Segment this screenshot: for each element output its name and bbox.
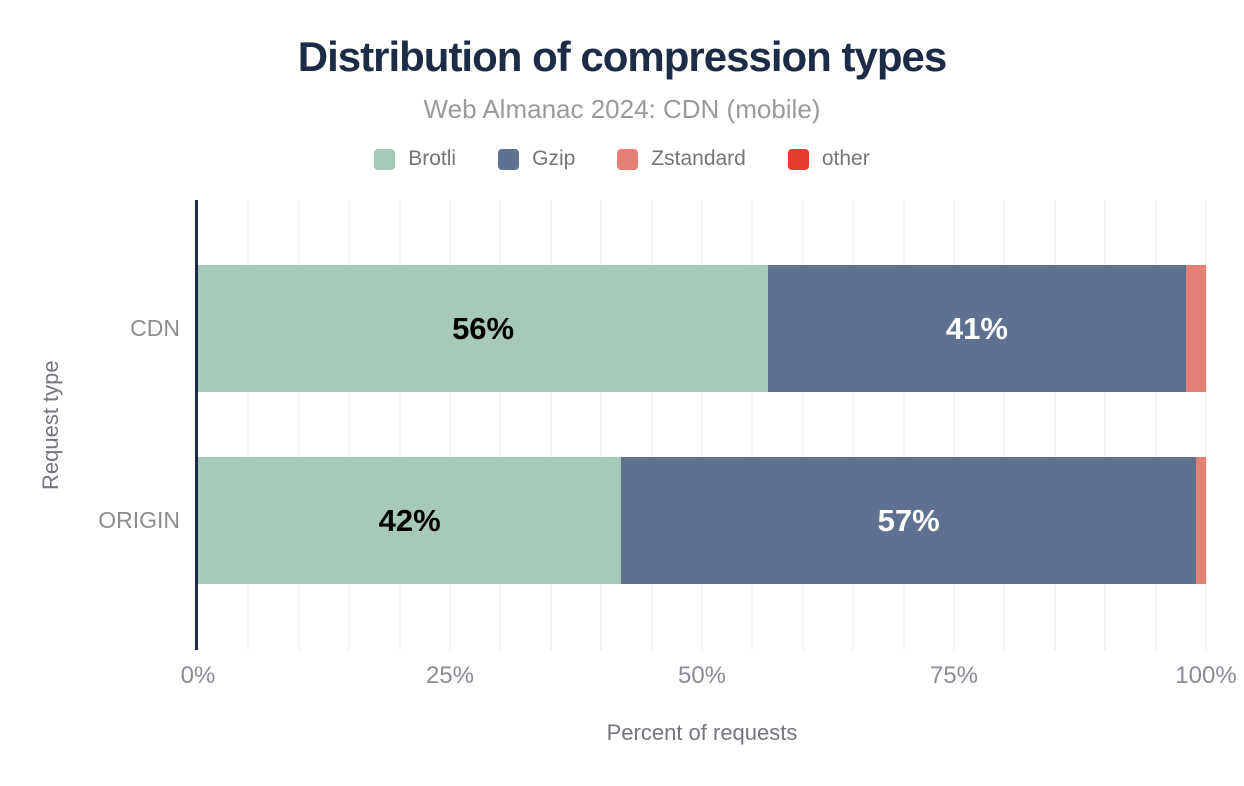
legend-label: Gzip [532, 147, 576, 170]
gridline [1154, 200, 1157, 650]
y-axis-line [195, 200, 198, 650]
segment-gzip-origin[interactable]: 57% [621, 457, 1196, 584]
legend: Brotli Gzip Zstandard other [0, 147, 1244, 171]
gridline [449, 200, 451, 650]
plot-area: Percent of requests 56% 41% CDN 42% 57% ORIGI… [98, 200, 1237, 745]
segment-gzip-cdn[interactable]: 41% [768, 265, 1186, 392]
gridline [247, 200, 250, 650]
x-tick-label-50pct: 50% [677, 662, 727, 689]
legend-item-zstandard: Zstandard [617, 147, 746, 171]
chart-subtitle: Web Almanac 2024: CDN (mobile) [423, 94, 821, 124]
gridline [852, 200, 855, 650]
legend-swatch-zstandard [617, 148, 639, 170]
x-tick-label-75pct: 75% [929, 662, 979, 689]
legend-swatch-gzip [498, 148, 520, 170]
gridline [751, 200, 754, 650]
category-label-cdn: CDN [130, 315, 180, 341]
gridline [701, 200, 703, 650]
gridline [1003, 200, 1006, 650]
segment-brotli-cdn[interactable]: 56% [198, 265, 769, 392]
category-label-origin: ORIGIN [98, 507, 180, 533]
segment-value-label: 41% [945, 310, 1008, 346]
gridline [902, 200, 905, 650]
gridline [549, 200, 552, 650]
legend-swatch-brotli [374, 148, 396, 170]
segment-value-label: 57% [877, 502, 940, 538]
segment-value-label: 42% [378, 502, 441, 538]
segment-zstandard-origin[interactable] [1195, 457, 1206, 584]
segment-zstandard-cdn[interactable] [1185, 265, 1206, 392]
gridline [600, 200, 603, 650]
chart-title: Distribution of compression types [297, 33, 947, 80]
segment-brotli-origin[interactable]: 42% [198, 457, 622, 584]
gridline [499, 200, 502, 650]
bar-origin: 42% 57% [198, 457, 1206, 584]
gridline [801, 200, 804, 650]
legend-swatch-other [787, 148, 809, 170]
x-tick-label-25pct: 25% [425, 662, 475, 689]
y-axis-title: Request type [38, 360, 63, 490]
gridline [1205, 200, 1207, 650]
gridline [650, 200, 653, 650]
gridline [953, 200, 955, 650]
x-tick-label-0pct: 0% [180, 662, 216, 689]
segment-value-label: 56% [452, 310, 515, 346]
x-axis-title: Percent of requests [606, 720, 798, 745]
gridline [297, 200, 300, 650]
gridline [348, 200, 351, 650]
legend-label: Brotli [408, 147, 457, 170]
x-tick-label-100pct: 100% [1175, 662, 1237, 689]
legend-label: Zstandard [651, 147, 746, 170]
gridline [398, 200, 401, 650]
bar-cdn: 56% 41% [198, 265, 1206, 392]
legend-item-other: other [787, 147, 870, 171]
legend-item-gzip: Gzip [498, 147, 575, 171]
gridline [1053, 200, 1056, 650]
gridline [1104, 200, 1107, 650]
legend-item-brotli: Brotli [374, 147, 456, 171]
legend-label: other [821, 147, 870, 170]
